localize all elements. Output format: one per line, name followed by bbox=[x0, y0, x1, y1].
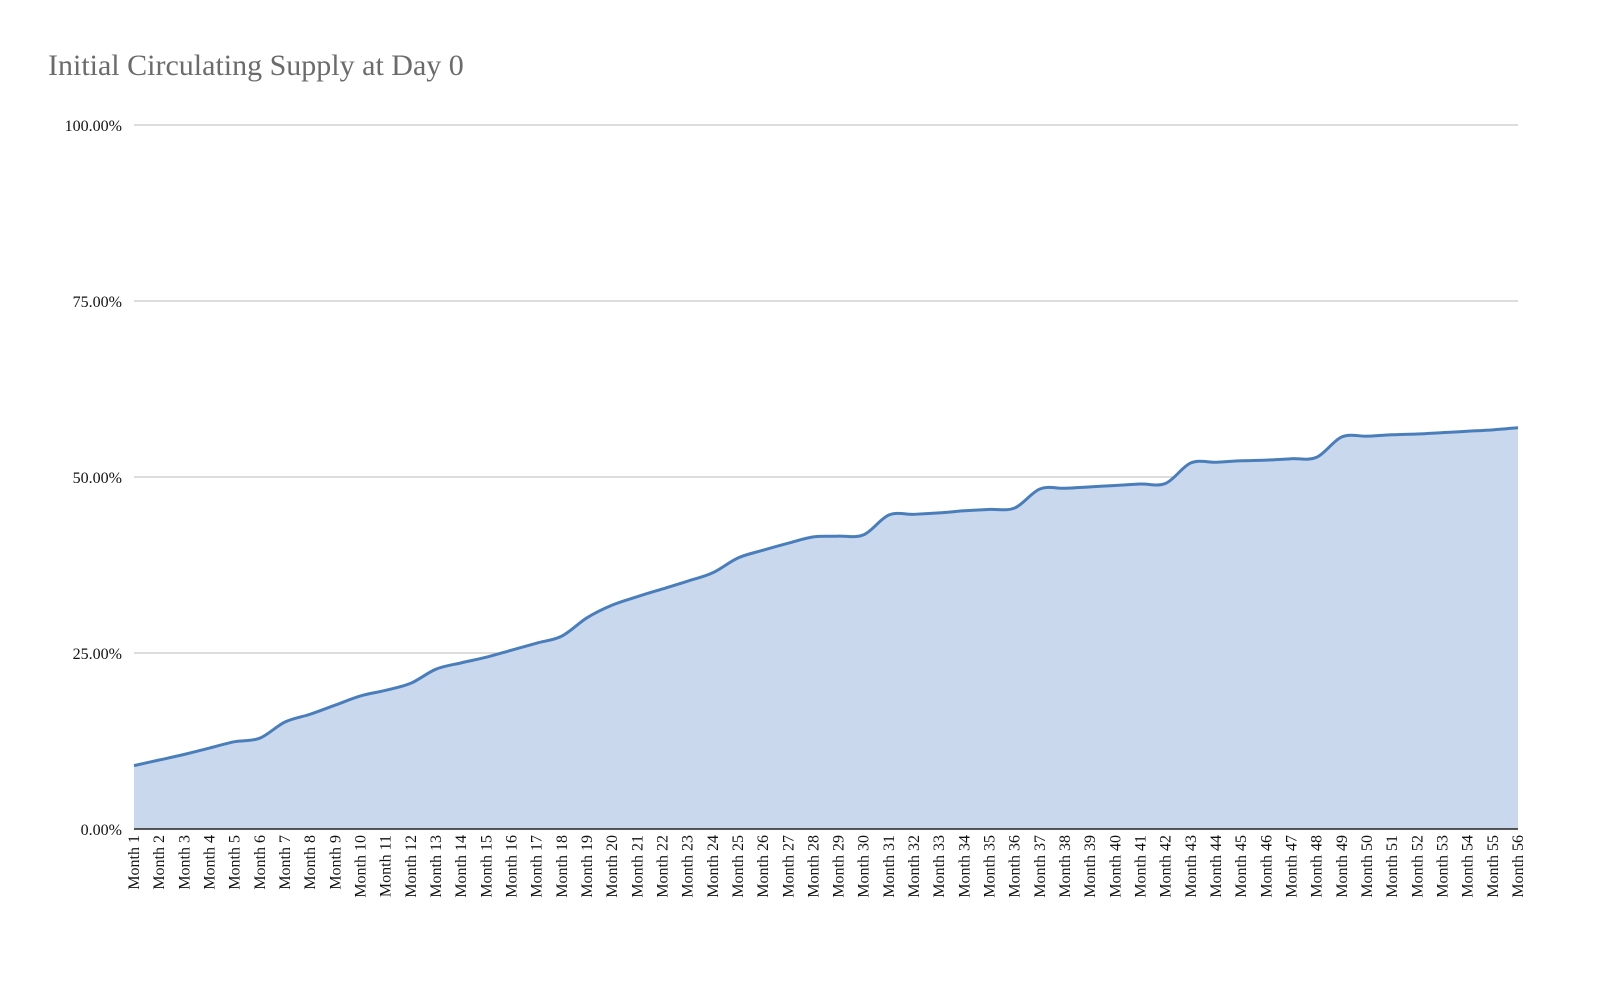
y-tick-label: 75.00% bbox=[73, 294, 122, 311]
chart-title: Initial Circulating Supply at Day 0 bbox=[48, 49, 464, 82]
x-tick-label: Month 31 bbox=[881, 835, 898, 898]
y-tick-label: 0.00% bbox=[81, 822, 122, 839]
x-tick-label: Month 20 bbox=[604, 835, 621, 898]
x-tick-label: Month 34 bbox=[956, 835, 973, 898]
x-tick-label: Month 11 bbox=[378, 835, 395, 897]
x-tick-label: Month 30 bbox=[856, 835, 873, 898]
x-tick-label: Month 45 bbox=[1233, 835, 1250, 898]
x-tick-label: Month 56 bbox=[1510, 835, 1527, 898]
x-tick-label: Month 52 bbox=[1409, 835, 1426, 898]
x-tick-label: Month 18 bbox=[554, 835, 571, 898]
x-tick-label: Month 16 bbox=[503, 835, 520, 898]
x-tick-label: Month 14 bbox=[453, 835, 470, 898]
x-tick-label: Month 27 bbox=[780, 835, 797, 898]
x-tick-label: Month 39 bbox=[1082, 835, 1099, 898]
x-tick-label: Month 15 bbox=[478, 835, 495, 898]
x-tick-label: Month 22 bbox=[654, 835, 671, 898]
x-tick-label: Month 36 bbox=[1007, 835, 1024, 898]
x-tick-label: Month 41 bbox=[1133, 835, 1150, 898]
y-tick-label: 100.00% bbox=[65, 118, 122, 135]
x-tick-label: Month 35 bbox=[982, 835, 999, 898]
x-tick-label: Month 1 bbox=[126, 835, 143, 890]
x-tick-label: Month 9 bbox=[327, 835, 344, 890]
x-tick-label: Month 55 bbox=[1485, 835, 1502, 898]
x-tick-label: Month 48 bbox=[1309, 835, 1326, 898]
x-tick-label: Month 10 bbox=[352, 835, 369, 898]
x-tick-label: Month 43 bbox=[1183, 835, 1200, 898]
x-tick-label: Month 38 bbox=[1057, 835, 1074, 898]
x-tick-label: Month 42 bbox=[1158, 835, 1175, 898]
x-tick-label: Month 13 bbox=[428, 835, 445, 898]
x-tick-label: Month 25 bbox=[730, 835, 747, 898]
x-tick-label: Month 8 bbox=[302, 835, 319, 890]
series-line bbox=[133, 426, 1519, 768]
x-tick-label: Month 50 bbox=[1359, 835, 1376, 898]
x-tick-label: Month 29 bbox=[831, 835, 848, 898]
x-tick-label: Month 49 bbox=[1334, 835, 1351, 898]
x-tick-label: Month 6 bbox=[252, 835, 269, 890]
x-tick-label: Month 23 bbox=[680, 835, 697, 898]
x-tick-label: Month 5 bbox=[227, 835, 244, 890]
x-tick-label: Month 26 bbox=[755, 835, 772, 898]
y-tick-label: 50.00% bbox=[73, 470, 122, 487]
x-tick-label: Month 54 bbox=[1460, 835, 1477, 898]
x-tick-label: Month 21 bbox=[629, 835, 646, 898]
x-tick-label: Month 44 bbox=[1208, 835, 1225, 898]
area-fill bbox=[134, 427, 1518, 829]
x-tick-label: Month 12 bbox=[403, 835, 420, 898]
x-tick-label: Month 24 bbox=[705, 835, 722, 898]
x-tick-label: Month 46 bbox=[1258, 835, 1275, 898]
x-tick-label: Month 51 bbox=[1384, 835, 1401, 898]
x-tick-label: Month 3 bbox=[176, 835, 193, 890]
x-tick-label: Month 7 bbox=[277, 835, 294, 890]
x-tick-label: Month 33 bbox=[931, 835, 948, 898]
x-tick-label: Month 37 bbox=[1032, 835, 1049, 898]
x-tick-label: Month 32 bbox=[906, 835, 923, 898]
x-tick-label: Month 17 bbox=[529, 835, 546, 898]
x-tick-label: Month 2 bbox=[151, 835, 168, 890]
y-tick-label: 25.00% bbox=[73, 646, 122, 663]
x-tick-label: Month 47 bbox=[1284, 835, 1301, 898]
x-tick-label: Month 4 bbox=[201, 835, 218, 890]
x-tick-label: Month 40 bbox=[1107, 835, 1124, 898]
x-tick-label: Month 28 bbox=[805, 835, 822, 898]
x-tick-label: Month 19 bbox=[579, 835, 596, 898]
x-tick-label: Month 53 bbox=[1435, 835, 1452, 898]
